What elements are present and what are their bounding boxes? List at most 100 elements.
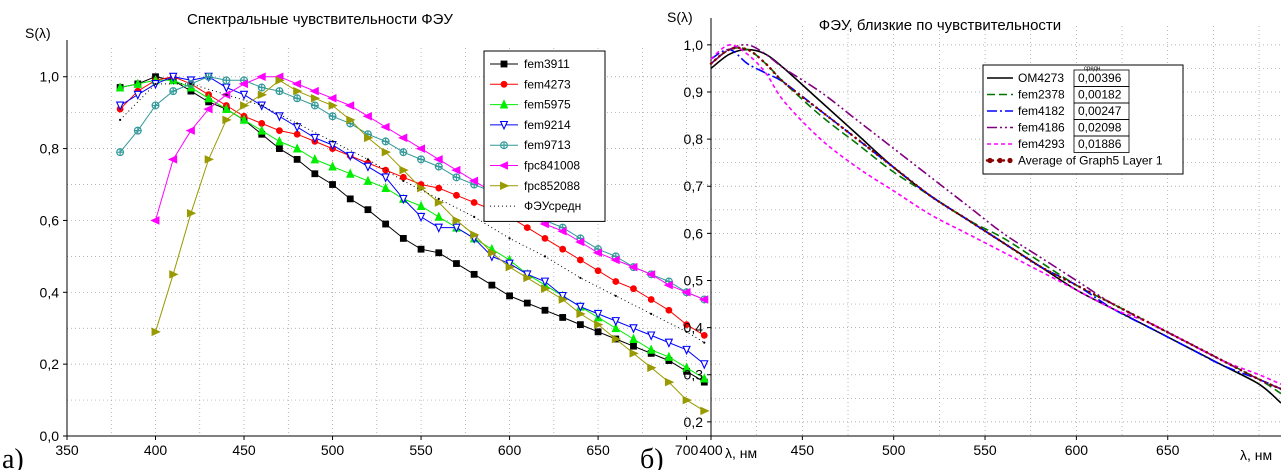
x-tick-label: 650 [586,442,610,458]
x-tick-label: 500 [321,442,345,458]
data-point-fpc852088 [363,133,374,143]
data-point-fem9214 [399,194,408,205]
chart-title: Спектральные чувствительности ФЭУ [187,11,453,28]
series-Average of Graph5 Layer 1 [709,46,1281,391]
data-point-fem9214 [540,277,550,287]
data-point-fem3911 [329,181,336,188]
legend: средн OM4273 0,00396 fem2378 0,00182 fem4182 0… [982,64,1184,175]
panel-b-label: б) [640,444,664,470]
legend-label: fem9713 [524,138,571,152]
x-tick-label: 400 [144,442,168,458]
data-point-fem9713 [151,101,160,110]
data-point-fem5975 [133,78,143,88]
data-point-fpc841008 [645,270,656,279]
legend-marker [1007,157,1013,164]
data-point-fem9713 [116,148,125,157]
legend-item: fem4273 [490,77,571,91]
data-point-fpc841008 [185,126,195,135]
data-point-fem9713 [257,83,266,92]
data-point-fem9713 [222,76,231,85]
data-point-ФЭУсредн [685,330,688,333]
legend-label: fpc841008 [524,159,580,173]
data-point-fem5975 [416,200,426,211]
data-point-ФЭУсредн [154,82,157,86]
y-tick-label: 0,2 [684,414,704,430]
series-fem9713 [116,72,709,304]
legend-item: fem4186 0,02098 [987,119,1130,137]
data-point-ФЭУсредн [366,158,370,161]
data-point-fem3911 [559,314,567,321]
data-point-fem9713 [133,126,142,135]
data-point-ФЭУсредн [579,276,582,280]
y-tick-label: 1,0 [684,37,704,53]
data-point-fpc852088 [346,115,356,125]
data-point-fem9713 [204,72,213,81]
data-point-fpc852088 [700,406,710,416]
data-point-fem9713-cross [293,94,301,102]
x-tick-label: 600 [498,442,522,458]
y-tick-label: 0,2 [40,356,60,372]
y-tick-label: 0,0 [40,428,60,444]
legend-marker [498,161,508,170]
legend-label: fem4182 [1018,104,1065,118]
data-point-fem3911 [630,342,637,350]
y-tick-label: 0,8 [684,131,704,147]
data-point-fem9214 [646,331,656,341]
legend-label: ФЭУсредн [524,199,581,213]
data-point-fem9713-cross [276,87,283,95]
data-point-fpc852088 [576,309,586,319]
y-tick-label: 0,6 [684,225,704,241]
data-point-fem9214 [239,90,249,101]
legend-label: fem4186 [1018,121,1065,135]
data-point-fpc841008 [539,219,549,229]
data-point-fem9713 [417,155,426,164]
legend-value: 0,00396 [1078,71,1122,85]
y-tick-label: 1,0 [40,69,60,85]
data-point-fem5975 [115,82,125,92]
legend-label: fpc852088 [524,179,580,193]
data-point-fpc852088 [186,209,197,218]
data-point-fpc841008 [610,255,620,265]
y-tick-label: 0,9 [684,84,704,100]
legend-value: 0,01886 [1078,137,1122,151]
data-point-fem4273 [453,191,460,199]
data-point-fem9713 [434,162,443,171]
legend-label: fem5975 [524,98,571,112]
legend-item: fem5975 [490,98,571,112]
series-line-fem5975 [120,79,705,379]
data-point-fem5975 [275,136,284,146]
y-tick-label: 0,6 [40,212,60,228]
legend-item: fpc852088 [490,179,580,193]
data-point-fem5975 [345,168,355,178]
series-line-fpc852088 [155,79,705,412]
data-point-fem4273 [594,267,602,275]
data-point-fem3911 [523,299,531,307]
panel-a-label: а) [2,444,24,470]
data-point-fpc852088 [328,101,338,110]
data-point-fpc852088 [682,395,692,405]
data-point-fem9214 [381,173,390,183]
chart-a: 350 400 450 500 550 600 650 700 0,0 0,2 0,4 0,6 0,8 1… [25,11,757,461]
data-point-fpc841008 [309,86,319,96]
y-tick-label: 0,8 [40,141,60,157]
data-point-fpc852088 [222,115,232,125]
legend-item: fem4182 0,00247 [987,102,1130,120]
data-point-ФЭУсредн [402,179,405,183]
data-point-fpc852088 [293,86,303,96]
data-point-fem9214 [558,291,567,302]
x-tick-label: 550 [973,442,997,458]
data-point-fem9713-cross [399,148,407,156]
data-point-fem9713-cross [435,163,443,170]
data-point-fem9713-cross [382,138,390,145]
x-tick-label: 600 [1065,442,1089,458]
legend: fem3911 fem4273 fem5975 fem9214 fem9713 fpc84… [483,50,606,222]
series-line-fem9713 [119,76,705,300]
data-point-fem4273 [435,184,443,192]
data-point-fpc852088 [169,270,179,279]
data-point-fem4273 [647,296,655,303]
data-point-fem3911 [276,145,283,152]
data-point-fpc841008 [398,133,408,143]
data-point-fem9214 [416,212,426,223]
data-point-ФЭУсредн [543,255,547,258]
data-point-fem9713-cross [311,102,319,109]
